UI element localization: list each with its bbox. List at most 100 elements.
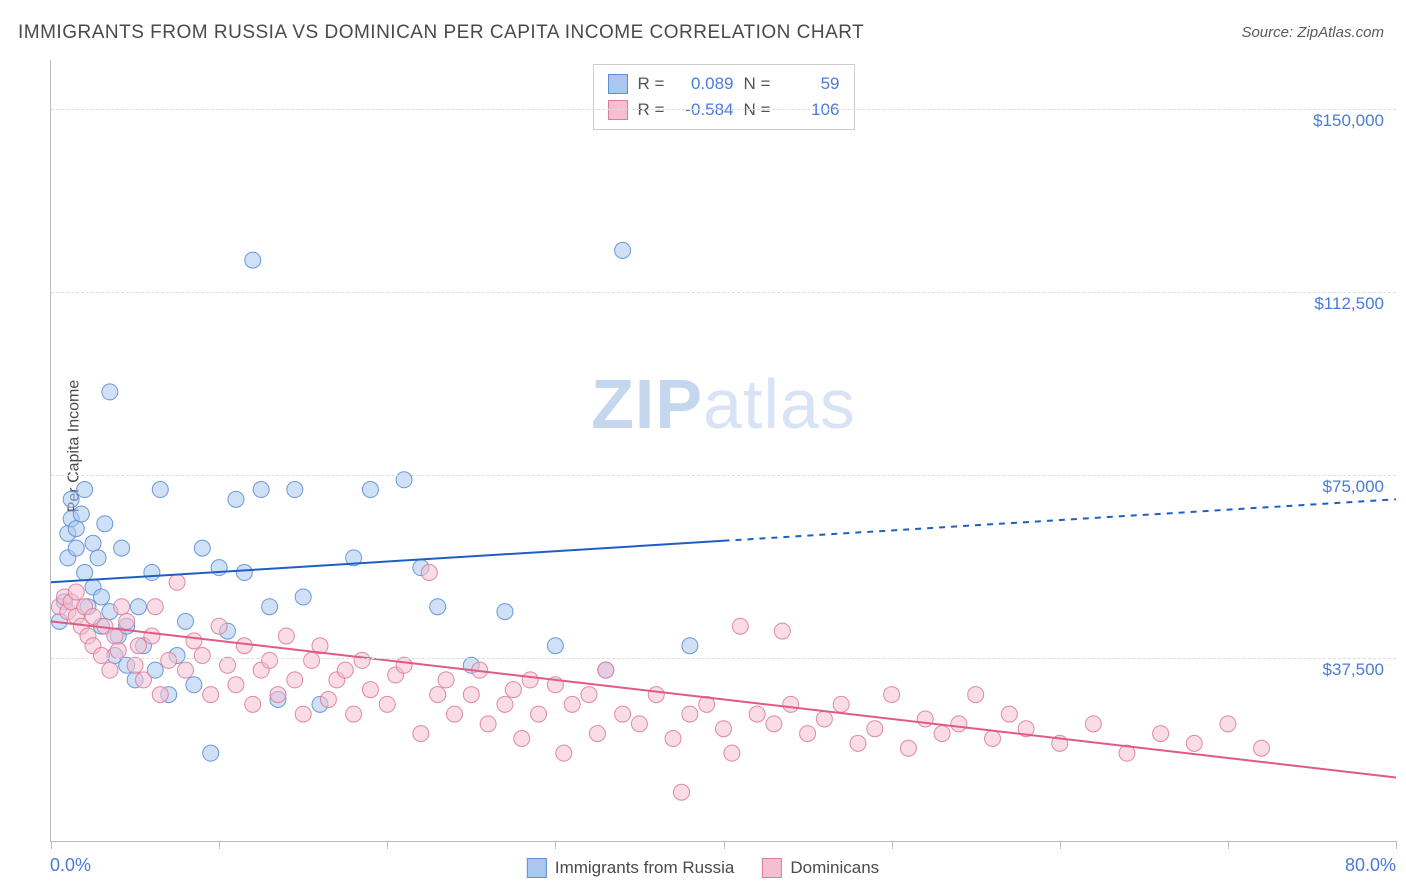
scatter-point-dominican [130,638,146,654]
gridline [51,109,1396,110]
scatter-point-dominican [766,716,782,732]
scatter-point-dominican [917,711,933,727]
gridline [51,292,1396,293]
x-tick [1060,841,1061,849]
scatter-point-dominican [800,726,816,742]
scatter-point-russia [615,242,631,258]
x-tick [387,841,388,849]
y-tick-label: $112,500 [1314,294,1384,314]
scatter-point-russia [682,638,698,654]
scatter-point-dominican [68,584,84,600]
r-label: R = [638,97,666,123]
scatter-point-dominican [152,687,168,703]
scatter-point-dominican [228,677,244,693]
scatter-point-dominican [438,672,454,688]
scatter-point-dominican [783,696,799,712]
scatter-point-russia [77,482,93,498]
scatter-point-russia [295,589,311,605]
plot-area: ZIPatlas R = 0.089 N = 59 R = -0.584 N =… [50,60,1396,842]
scatter-point-dominican [287,672,303,688]
scatter-point-russia [287,482,303,498]
scatter-point-dominican [110,643,126,659]
scatter-point-dominican [514,730,530,746]
scatter-point-dominican [497,696,513,712]
scatter-point-russia [85,535,101,551]
trend-line-dashed-russia [724,499,1397,540]
scatter-point-dominican [304,652,320,668]
scatter-point-dominican [1186,735,1202,751]
scatter-point-dominican [833,696,849,712]
x-tick [1228,841,1229,849]
scatter-point-dominican [598,662,614,678]
scatter-point-dominican [673,784,689,800]
scatter-point-russia [77,565,93,581]
source-attribution: Source: ZipAtlas.com [1241,24,1384,41]
trend-line-russia [51,541,724,582]
y-tick-label: $150,000 [1313,111,1384,131]
scatter-point-dominican [1085,716,1101,732]
scatter-point-dominican [147,599,163,615]
scatter-point-dominican [716,721,732,737]
scatter-point-dominican [447,706,463,722]
legend-label-dominican: Dominicans [790,858,879,878]
scatter-point-dominican [522,672,538,688]
scatter-point-dominican [884,687,900,703]
scatter-point-dominican [295,706,311,722]
swatch-dominican [762,858,782,878]
scatter-point-dominican [724,745,740,761]
x-axis-max-label: 80.0% [1345,855,1396,876]
scatter-point-dominican [102,662,118,678]
scatter-point-russia [203,745,219,761]
scatter-point-russia [68,521,84,537]
scatter-point-dominican [379,696,395,712]
r-label: R = [638,71,666,97]
scatter-point-dominican [1220,716,1236,732]
scatter-point-dominican [194,648,210,664]
scatter-point-dominican [564,696,580,712]
n-value-dominican: 106 [782,97,840,123]
scatter-point-dominican [665,730,681,746]
scatter-point-russia [90,550,106,566]
scatter-point-dominican [220,657,236,673]
scatter-point-dominican [505,682,521,698]
swatch-russia [527,858,547,878]
scatter-point-dominican [850,735,866,751]
scatter-point-dominican [278,628,294,644]
scatter-point-russia [68,540,84,556]
scatter-point-dominican [1153,726,1169,742]
scatter-point-russia [73,506,89,522]
scatter-point-russia [497,604,513,620]
plot-svg [51,60,1396,841]
scatter-point-dominican [816,711,832,727]
scatter-point-dominican [413,726,429,742]
scatter-point-dominican [119,613,135,629]
scatter-point-dominican [362,682,378,698]
scatter-point-dominican [985,730,1001,746]
scatter-point-dominican [615,706,631,722]
scatter-point-dominican [354,652,370,668]
r-value-dominican: -0.584 [676,97,734,123]
x-tick [1396,841,1397,849]
r-value-russia: 0.089 [676,71,734,97]
scatter-point-dominican [430,687,446,703]
scatter-point-dominican [867,721,883,737]
x-tick [219,841,220,849]
scatter-point-dominican [951,716,967,732]
x-tick [555,841,556,849]
x-tick [51,841,52,849]
gridline [51,475,1396,476]
scatter-point-russia [130,599,146,615]
scatter-point-russia [262,599,278,615]
scatter-point-dominican [421,565,437,581]
x-axis-min-label: 0.0% [50,855,91,876]
scatter-point-russia [144,565,160,581]
legend-item-dominican: Dominicans [762,858,879,878]
scatter-point-dominican [589,726,605,742]
scatter-point-dominican [631,716,647,732]
scatter-point-dominican [144,628,160,644]
scatter-point-russia [228,491,244,507]
scatter-point-dominican [114,599,130,615]
scatter-point-dominican [1001,706,1017,722]
scatter-point-russia [547,638,563,654]
scatter-point-dominican [749,706,765,722]
